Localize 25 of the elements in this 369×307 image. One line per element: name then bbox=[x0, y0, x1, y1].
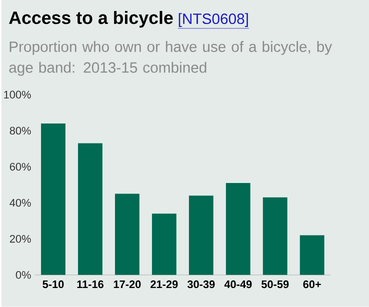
x-tick-label: 5-10 bbox=[42, 280, 64, 288]
chart-title: Access to a bicycle bbox=[9, 11, 173, 28]
bar bbox=[152, 214, 176, 276]
text: [NTS0608] bbox=[178, 13, 248, 28]
bar bbox=[262, 197, 288, 276]
x-tick-label: 11-16 bbox=[77, 280, 104, 288]
x-tick-label: 40-49 bbox=[224, 280, 252, 288]
bar bbox=[41, 124, 66, 276]
x-tick-label: 17-20 bbox=[114, 280, 141, 288]
x-tick-label: 21-29 bbox=[150, 280, 178, 288]
x-tick-label: 30-39 bbox=[187, 280, 215, 288]
x-tick-label: 60+ bbox=[303, 280, 321, 288]
y-tick-label: 100% bbox=[4, 90, 31, 99]
y-tick-label: 0% bbox=[16, 271, 31, 279]
y-tick-label: 60% bbox=[10, 162, 31, 171]
bar bbox=[114, 194, 140, 276]
bar bbox=[226, 183, 250, 276]
x-tick-label: 50-59 bbox=[261, 280, 289, 288]
y-tick-label: 40% bbox=[10, 199, 31, 207]
bar bbox=[300, 235, 324, 276]
y-tick-label: 20% bbox=[10, 235, 31, 243]
bar bbox=[188, 196, 214, 276]
chart-subtitle: Proportion who own or have use of a bicycle, by age band: 2013-15 combined bbox=[9, 41, 332, 76]
y-tick-label: 80% bbox=[10, 126, 31, 135]
bar bbox=[78, 143, 102, 276]
